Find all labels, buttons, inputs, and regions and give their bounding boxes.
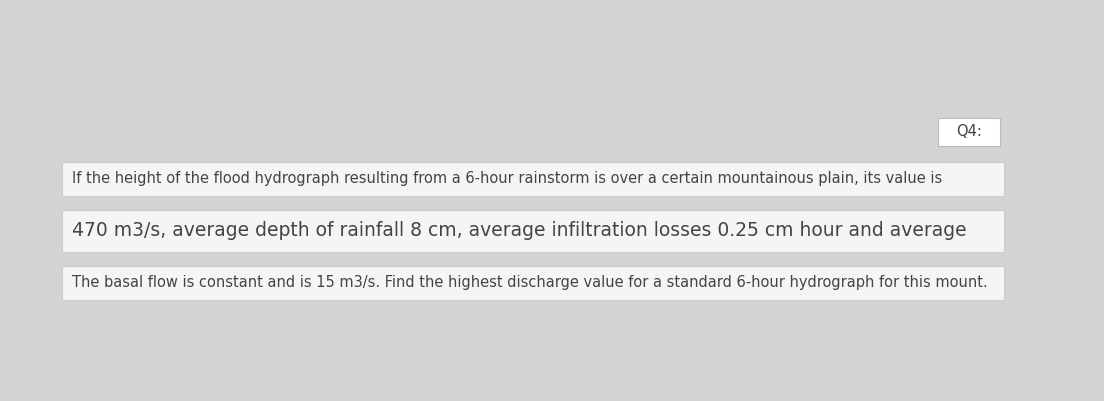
FancyBboxPatch shape	[62, 266, 1004, 300]
FancyBboxPatch shape	[938, 118, 1000, 146]
Text: If the height of the flood hydrograph resulting from a 6-hour rainstorm is over : If the height of the flood hydrograph re…	[72, 172, 942, 186]
Text: 470 m3/s, average depth of rainfall 8 cm, average infiltration losses 0.25 cm ho: 470 m3/s, average depth of rainfall 8 cm…	[72, 221, 967, 241]
Text: The basal flow is constant and is 15 m3/s. Find the highest discharge value for : The basal flow is constant and is 15 m3/…	[72, 275, 988, 290]
Text: Q4:: Q4:	[956, 124, 981, 140]
FancyBboxPatch shape	[62, 210, 1004, 252]
FancyBboxPatch shape	[62, 162, 1004, 196]
